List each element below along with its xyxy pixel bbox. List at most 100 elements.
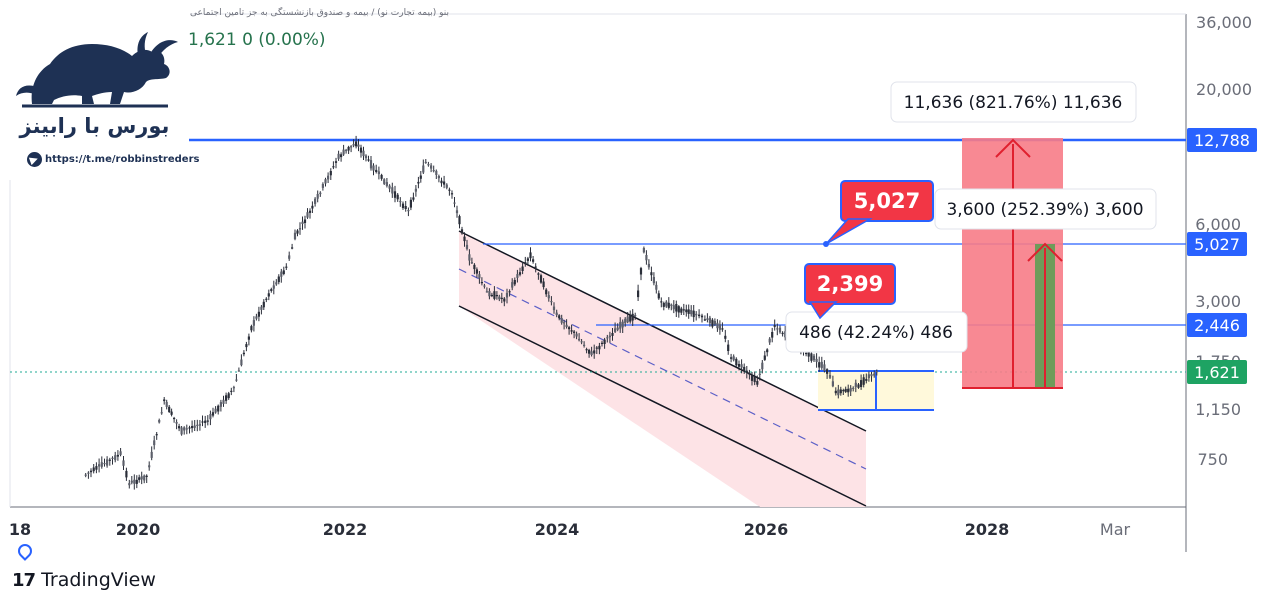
candle-body-303: [865, 378, 868, 381]
candle-body-110: [367, 159, 370, 161]
candle-body-170: [521, 266, 524, 271]
candle-body-127: [412, 197, 415, 200]
candle-body-261: [756, 381, 759, 385]
candle-body-161: [498, 296, 501, 300]
candle-body-223: [657, 293, 660, 299]
candle-body-290: [831, 381, 834, 387]
candle-body-20: [138, 477, 141, 480]
candle-body-243: [708, 317, 711, 324]
candle-body-266: [768, 338, 771, 343]
candle-body-85: [303, 219, 307, 223]
candle-body-236: [690, 310, 693, 315]
candle-body-118: [388, 185, 391, 189]
candle-body-162: [500, 297, 503, 299]
candle-body-72: [270, 289, 273, 291]
candle-body-120: [393, 191, 397, 198]
candle-body-26: [153, 440, 156, 446]
candle-body-80: [291, 247, 294, 249]
candle-body-76: [280, 271, 283, 277]
candle-body-92: [321, 184, 324, 188]
candle-body-193: [580, 341, 583, 343]
candle-body-203: [606, 337, 609, 339]
price-pill-5027[interactable]: 5,027: [1187, 232, 1247, 256]
candle-body-18: [133, 479, 136, 484]
candle-body-262: [758, 373, 761, 375]
candle-body-165: [508, 291, 511, 293]
x-tick-2020: 2020: [116, 520, 161, 539]
candle-body-59: [237, 370, 240, 372]
candle-body-123: [401, 203, 405, 208]
candle-body-178: [542, 281, 545, 288]
candle-body-173: [529, 252, 532, 259]
candle-body-12: [116, 454, 119, 457]
candle-body-108: [362, 150, 365, 157]
candle-body-52: [219, 402, 222, 407]
candle-body-247: [718, 324, 721, 330]
channel-upper-line[interactable]: [458, 230, 867, 432]
price-pill-12788[interactable]: 12,788: [1187, 128, 1257, 152]
candle-body-7: [103, 463, 106, 465]
candle-body-77: [282, 270, 285, 274]
candle-body-28: [158, 420, 161, 423]
candle-body-198: [593, 350, 596, 354]
candle-body-91: [319, 192, 322, 195]
candle-body-61: [242, 352, 245, 355]
candle-body-84: [301, 221, 304, 224]
candle-body-241: [703, 319, 706, 321]
candle-body-217: [642, 248, 645, 253]
candle-body-222: [655, 284, 658, 290]
candle-body-129: [417, 181, 420, 184]
candle-body-159: [493, 291, 496, 299]
candle-body-150: [470, 262, 473, 264]
candle-body-280: [805, 352, 808, 355]
candle-body-8: [106, 459, 109, 466]
candle-body-9: [108, 459, 111, 461]
callout-2399[interactable]: 2,399: [804, 263, 896, 320]
candle-body-153: [478, 274, 481, 279]
candle-body-83: [298, 228, 302, 230]
tradingview-brand[interactable]: 17 TradingView: [12, 569, 156, 591]
candle-body-99: [340, 154, 343, 158]
candle-body-299: [854, 382, 857, 388]
candle-body-25: [150, 451, 153, 458]
candle-body-32: [168, 406, 171, 412]
last-price-pill-text: 1,621: [1194, 363, 1240, 382]
channel-lower-line[interactable]: [458, 305, 867, 507]
candle-body-167: [513, 280, 516, 285]
candle-body-285: [818, 362, 821, 368]
price-series: [84, 135, 878, 490]
candle-body-16: [128, 483, 131, 486]
candle-body-210: [624, 318, 627, 324]
candle-body-145: [458, 216, 461, 225]
candle-body-107: [359, 147, 363, 153]
candle-body-191: [575, 333, 578, 337]
candle-body-213: [631, 313, 634, 321]
candle-body-202: [603, 339, 606, 344]
price-pill-2446[interactable]: 2,446: [1187, 313, 1247, 337]
candle-body-251: [730, 357, 733, 359]
candle-body-95: [329, 171, 332, 176]
x-tick-mar: Mar: [1100, 520, 1131, 539]
candle-body-36: [178, 426, 181, 429]
measure-label-11636: 11,636 (821.76%) 11,636: [890, 81, 1137, 123]
callout-5027[interactable]: 5,027: [823, 180, 934, 247]
candle-body-269: [776, 328, 779, 330]
last-price-pill[interactable]: 1,621: [1187, 360, 1247, 384]
candle-body-177: [539, 275, 543, 283]
candle-body-215: [637, 290, 640, 298]
candle-body-58: [235, 379, 238, 381]
candle-body-267: [771, 332, 774, 338]
candle-body-148: [465, 244, 469, 249]
candle-body-56: [230, 390, 233, 392]
price-change-readout: 1,621 0 (0.00%): [188, 30, 326, 50]
candle-body-46: [204, 420, 207, 423]
target-arrow-head-1: [995, 138, 1031, 158]
candle-body-216: [639, 268, 643, 275]
candle-body-132: [424, 161, 427, 164]
candle-body-246: [716, 322, 719, 329]
candle-body-151: [473, 264, 476, 270]
candle-body-40: [188, 427, 191, 429]
candle-body-211: [626, 316, 629, 323]
callout-text-5027: 5,027: [854, 189, 920, 213]
